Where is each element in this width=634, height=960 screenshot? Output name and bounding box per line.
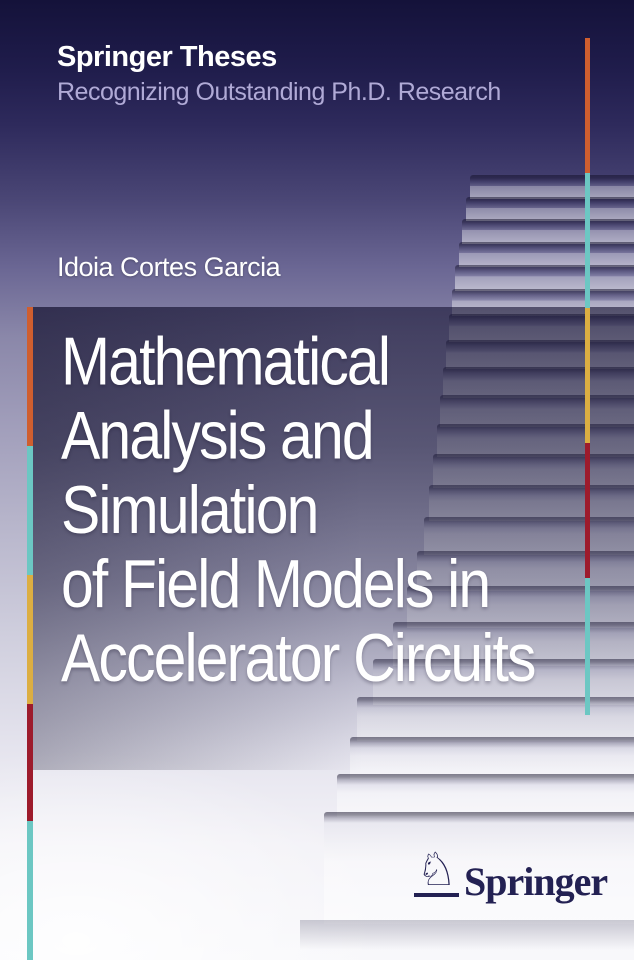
- stair-step: [455, 265, 634, 291]
- title-line: Analysis and: [61, 397, 375, 474]
- bar-segment-yellow: [27, 575, 33, 704]
- title-line: Accelerator Circuits: [61, 619, 536, 697]
- series-subtitle: Recognizing Outstanding Ph.D. Research: [57, 78, 501, 106]
- bar-segment-dark-red: [27, 703, 33, 821]
- springer-knight-icon: ♘: [414, 842, 460, 897]
- staircase-shadow: [300, 920, 634, 950]
- author-name: Idoia Cortes Garcia: [57, 252, 281, 282]
- left-accent-bar: [27, 307, 33, 960]
- title-panel: [33, 307, 634, 770]
- stair-step: [337, 774, 634, 817]
- right-accent-bar: [585, 38, 590, 715]
- book-title: Mathematical Analysis and Simulation of Fie…: [61, 322, 536, 697]
- title-line: Simulation: [61, 471, 319, 548]
- stair-step: [462, 219, 634, 244]
- bar-segment-orange: [585, 38, 590, 173]
- bar-segment-orange: [27, 307, 33, 446]
- title-line: of Field Models in: [61, 545, 491, 622]
- bar-segment-teal: [585, 173, 590, 308]
- stair-step: [470, 175, 634, 199]
- bar-segment-teal: [27, 820, 33, 960]
- springer-wordmark: Springer: [464, 859, 608, 904]
- bar-segment-dark-red: [585, 443, 590, 578]
- stair-step: [324, 812, 634, 924]
- stair-step: [466, 197, 634, 221]
- stair-step: [459, 242, 634, 267]
- series-title: Springer Theses: [57, 41, 277, 73]
- bar-segment-teal: [27, 445, 33, 576]
- title-line: Mathematical: [61, 322, 391, 400]
- bar-segment-yellow: [585, 308, 590, 443]
- bar-segment-teal: [585, 578, 590, 715]
